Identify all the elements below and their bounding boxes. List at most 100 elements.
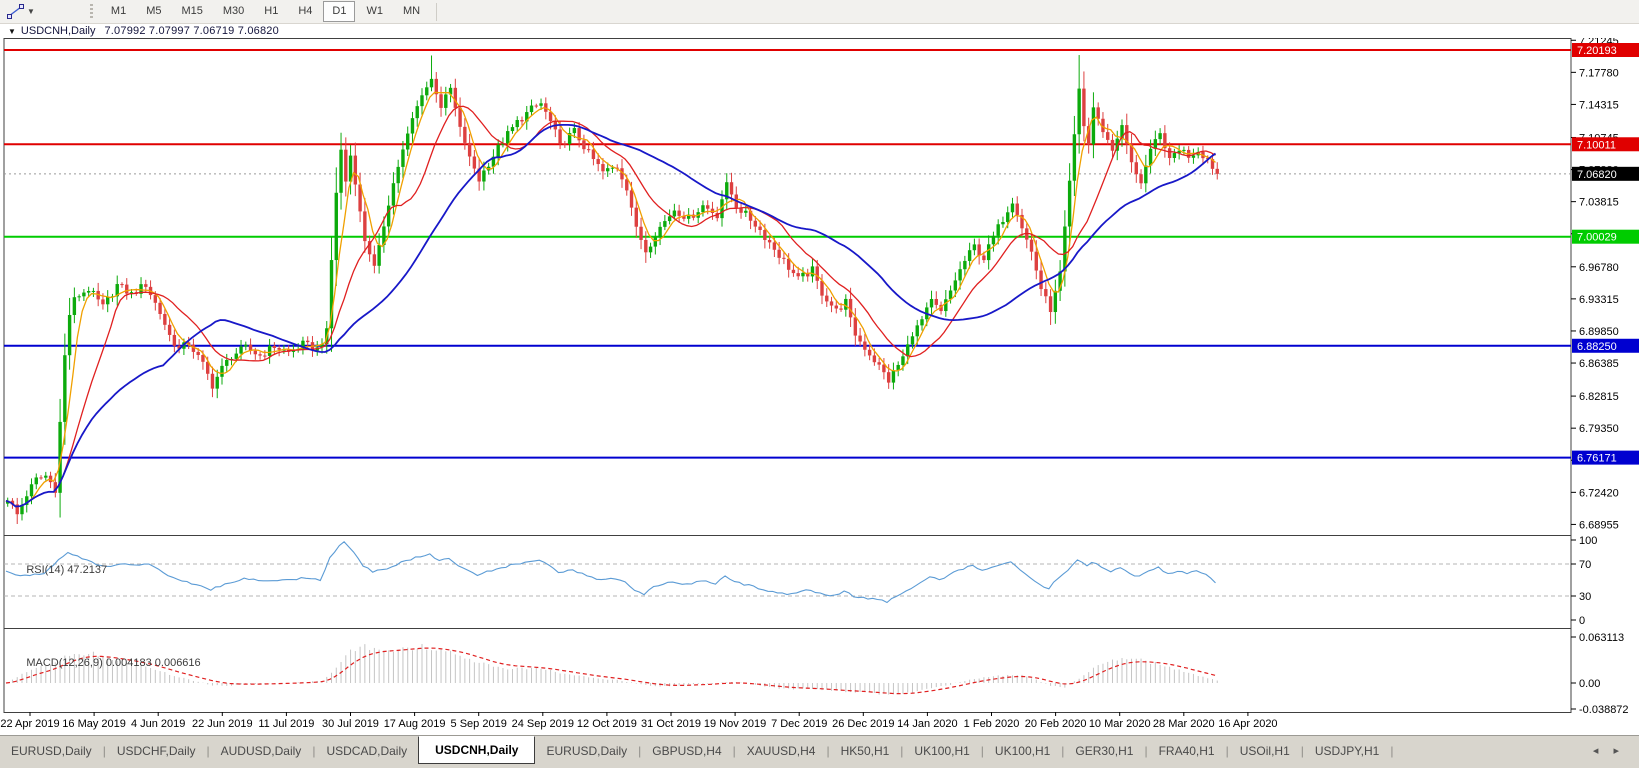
price-axis-tick-label: 6.96780 <box>1579 262 1619 274</box>
tab-separator: | <box>1061 744 1065 758</box>
date-axis-label: 28 Mar 2020 <box>1153 718 1215 730</box>
date-axis-label: 5 Sep 2019 <box>451 718 507 730</box>
timeframe-button-mn[interactable]: MN <box>402 5 421 17</box>
rsi-axis-label: 70 <box>1579 559 1591 571</box>
date-axis-label: 1 Feb 2020 <box>964 718 1020 730</box>
price-label-text: 7.00029 <box>1577 232 1617 244</box>
date-axis-label: 19 Nov 2019 <box>704 718 766 730</box>
tab-separator: | <box>206 744 210 758</box>
macd-axis-label: -0.038872 <box>1579 704 1629 716</box>
price-label-text: 6.76171 <box>1577 453 1617 465</box>
rsi-indicator-label: RSI(14) 47.2137 <box>8 552 107 588</box>
date-axis-label: 14 Jan 2020 <box>897 718 958 730</box>
date-axis-label: 24 Sep 2019 <box>512 718 574 730</box>
chart-tab-fra40-h1[interactable]: FRA40,H1 <box>1158 744 1215 758</box>
timeframe-button-d1[interactable]: D1 <box>323 1 356 22</box>
date-axis-label: 16 Apr 2020 <box>1218 718 1277 730</box>
date-axis-label: 4 Jun 2019 <box>131 718 185 730</box>
price-axis-tick-label: 6.89850 <box>1579 326 1619 338</box>
chart-tab-eurusd-daily[interactable]: EURUSD,Daily <box>11 744 92 758</box>
toolbar-separator <box>436 2 438 21</box>
chart-tab-ger30-h1[interactable]: GER30,H1 <box>1075 744 1134 758</box>
chart-tab-usdcnh-daily[interactable]: USDCNH,Daily <box>418 736 536 764</box>
price-label-box <box>1572 43 1639 57</box>
date-axis-label: 16 May 2019 <box>62 718 126 730</box>
tool-dropdown-arrow-icon[interactable]: ▼ <box>27 7 35 16</box>
price-label-text: 7.06820 <box>1577 169 1617 181</box>
tab-separator: | <box>980 744 984 758</box>
main-price-pane <box>3 38 1572 536</box>
price-axis-tick-label: 7.03815 <box>1579 197 1619 209</box>
chart-tab-audusd-daily[interactable]: AUDUSD,Daily <box>220 744 302 758</box>
chart-tab-usdchf-daily[interactable]: USDCHF,Daily <box>116 744 196 758</box>
chart-tab-xauusd-h4[interactable]: XAUUSD,H4 <box>746 744 816 758</box>
date-axis-label: 22 Jun 2019 <box>192 718 253 730</box>
timeframe-button-m5[interactable]: M5 <box>146 5 162 17</box>
timeframe-button-h1[interactable]: H1 <box>264 5 279 17</box>
chart-tab-usdcad-daily[interactable]: USDCAD,Daily <box>326 744 408 758</box>
timeframe-button-w1[interactable]: W1 <box>366 5 383 17</box>
chart-tab-usdjpy-h1[interactable]: USDJPY,H1 <box>1314 744 1380 758</box>
toolbar: ▼ M1 M5 M15 M30 H1 H4 D1 W1 MN <box>0 0 1639 24</box>
price-axis-tick-label: 6.68955 <box>1579 519 1619 531</box>
rsi-pane <box>3 535 1572 629</box>
date-axis-label: 26 Dec 2019 <box>832 718 894 730</box>
toolbar-grip[interactable] <box>89 3 93 20</box>
date-axis-label: 20 Feb 2020 <box>1025 718 1087 730</box>
price-label-box <box>1572 166 1639 181</box>
tab-separator: | <box>900 744 904 758</box>
chart-tabs-bar: EURUSD,Daily | USDCHF,Daily | AUDUSD,Daily | U… <box>0 735 1639 768</box>
chart-tab-uk100-h1[interactable]: UK100,H1 <box>914 744 970 758</box>
chart-tab-hk50-h1[interactable]: HK50,H1 <box>840 744 890 758</box>
chart-tab-eurusd-daily[interactable]: EURUSD,Daily <box>546 744 628 758</box>
chart-tab-uk100-h1[interactable]: UK100,H1 <box>994 744 1051 758</box>
tab-separator: | <box>1300 744 1304 758</box>
trendline-tool-icon <box>7 4 24 19</box>
chart-window: ▼ USDCNH,Daily 7.07992 7.07997 7.06719 7… <box>0 24 1639 731</box>
ma-line-fast <box>5 91 1216 508</box>
price-axis-tick-label: 6.72420 <box>1579 487 1619 499</box>
chart-title-bar: ▼ USDCNH,Daily 7.07992 7.07997 7.06719 7… <box>0 24 1639 38</box>
chart-ohlc-values: 7.07992 7.07997 7.06719 7.06820 <box>104 25 279 37</box>
price-label-text: 7.10011 <box>1577 139 1616 151</box>
chart-canvas[interactable]: 7.212457.177807.143157.107457.072807.038… <box>0 38 1639 731</box>
trendline-tool-button[interactable]: ▼ <box>4 3 38 20</box>
date-axis-label: 7 Dec 2019 <box>771 718 827 730</box>
rsi-line <box>5 541 1216 604</box>
date-axis-label: 22 Apr 2019 <box>0 718 59 730</box>
rsi-axis-label: 30 <box>1579 591 1591 603</box>
date-axis-label: 30 Jul 2019 <box>322 718 379 730</box>
price-axis-tick-label: 7.17780 <box>1579 67 1619 79</box>
date-axis-label: 17 Aug 2019 <box>384 718 446 730</box>
candles-layer <box>6 55 1219 525</box>
price-axis-tick-label: 7.21245 <box>1579 38 1619 47</box>
timeframe-button-h4[interactable]: H4 <box>298 5 313 17</box>
tab-separator: | <box>1390 744 1394 758</box>
date-axis-label: 31 Oct 2019 <box>641 718 701 730</box>
window-menu-icon[interactable]: ▼ <box>8 26 16 36</box>
macd-signal-value: 0.006616 <box>154 657 201 669</box>
ma-line-slow <box>5 124 1217 508</box>
macd-signal-line <box>5 647 1216 695</box>
chart-tab-gbpusd-h4[interactable]: GBPUSD,H4 <box>652 744 722 758</box>
timeframe-button-group: M1 M5 M15 M30 H1 H4 D1 W1 MN <box>101 1 430 22</box>
price-label-text: 6.88250 <box>1577 341 1617 353</box>
timeframe-button-m30[interactable]: M30 <box>222 5 245 17</box>
price-label-box <box>1572 450 1639 465</box>
macd-main-value: 0.004183 <box>105 657 152 669</box>
price-label-box <box>1572 137 1639 152</box>
tabs-scroll-arrows[interactable]: ◂ ▸ <box>1592 745 1625 757</box>
chart-tab-usoil-h1[interactable]: USOil,H1 <box>1239 744 1290 758</box>
tab-separator: | <box>638 744 642 758</box>
timeframe-button-m1[interactable]: M1 <box>110 5 127 17</box>
timeframe-button-m15[interactable]: M15 <box>181 5 203 17</box>
tab-separator: | <box>102 744 106 758</box>
price-label-box <box>1572 338 1639 353</box>
price-axis-tick-label: 7.14315 <box>1579 99 1619 111</box>
price-axis-tick-label: 6.82815 <box>1579 391 1619 403</box>
price-axis-tick-label: 6.86385 <box>1579 358 1619 370</box>
macd-pane <box>3 628 1572 713</box>
price-label-box <box>1572 229 1639 244</box>
macd-axis-label: 0.063113 <box>1579 632 1624 644</box>
